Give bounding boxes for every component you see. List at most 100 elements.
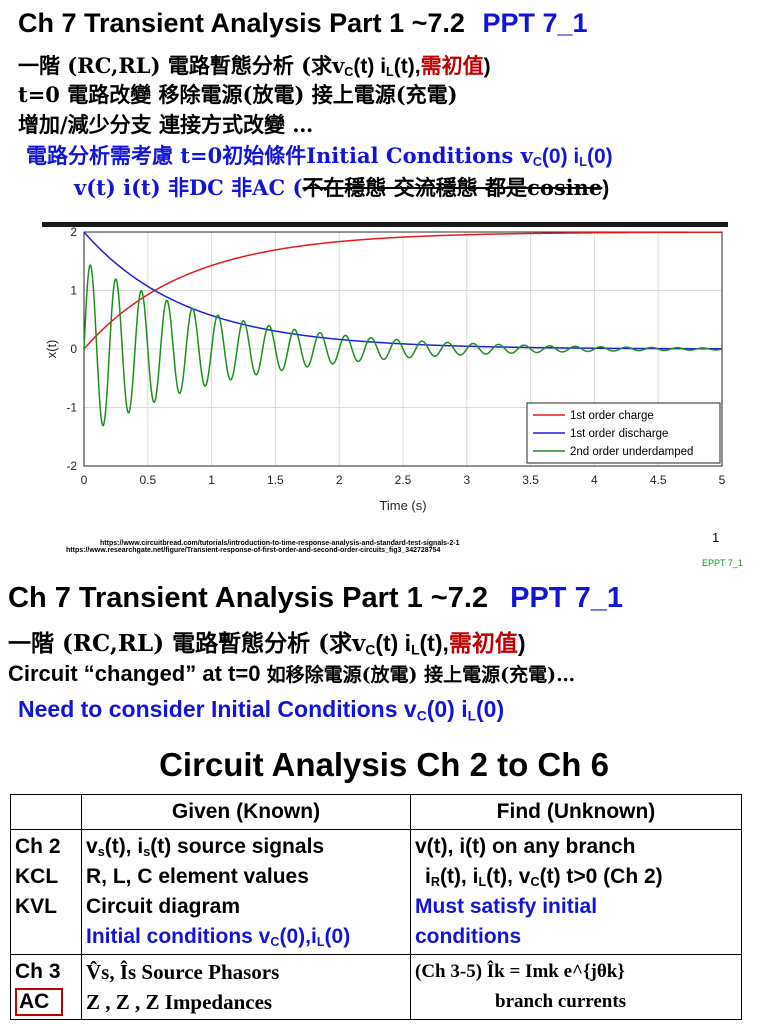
given-sources: vs(t), is(t) source signals <box>86 832 406 862</box>
find-element-signals: iR(t), iL(t), vC(t) t>0 (Ch 2) <box>415 862 737 892</box>
row-ch2-chapter: Ch 2 KCL KVL <box>10 829 82 955</box>
slide2-line-2: Circuit “changed” at t=0 如移除電源(放電) 接上電源(… <box>8 660 575 687</box>
x-tick-label: 4.5 <box>650 473 667 487</box>
slide2-line-1: 一階 (RC,RL) 電路暫態分析 (求vC(t) iL(t),需初值) <box>8 624 526 658</box>
slide1-line5-text: v(t) i(t) 非DC 非AC ( <box>74 175 303 200</box>
subscript: C <box>532 155 542 170</box>
slide1-line4-text-c: (0) <box>586 145 613 168</box>
slide1-line-2: t=0 電路改變 移除電源(放電) 接上電源(充電) <box>18 82 458 107</box>
slide1-line1-text-c: (t), <box>393 55 421 78</box>
row-ch3-given: V̂s, Îs Source Phasors Z , Z , Z Impedan… <box>81 954 411 1020</box>
given-source-phasors: V̂s, Îs Source Phasors <box>86 960 280 984</box>
given-impedances: Z , Z , Z Impedances <box>86 990 273 1014</box>
subscript: C <box>530 875 540 890</box>
x-tick-label: 0 <box>81 473 88 487</box>
slide2-line3-text-c: (0) <box>476 696 505 722</box>
given-elements: R, L, C element values <box>86 865 309 888</box>
text: (0),i <box>279 925 317 948</box>
page-number: 1 <box>712 530 720 545</box>
series-line <box>83 231 722 350</box>
find-conditions: conditions <box>415 925 522 948</box>
find-branch-currents: branch currents <box>495 991 627 1012</box>
legend-label: 1st order discharge <box>570 428 668 440</box>
x-tick-label: 2.5 <box>395 473 412 487</box>
table-row-ch3: Ch 3 AC V̂s, Îs Source Phasors Z , Z , Z… <box>10 954 742 1020</box>
slide1-title: Ch 7 Transient Analysis Part 1 ~7.2 PPT … <box>18 8 588 39</box>
chapter-label: KCL <box>15 865 59 888</box>
subscript: L <box>386 65 394 80</box>
subscript: C <box>270 935 280 950</box>
table-row-ch2: Ch 2 KCL KVL vs(t), is(t) source signals… <box>10 829 742 955</box>
header-given: Given (Known) <box>81 794 411 830</box>
slide1-line5-close: ) <box>602 177 610 200</box>
slide1-line4-text: 電路分析需考慮 t=0初始條件Initial Conditions v <box>26 143 533 168</box>
chapter-label-ac: AC <box>15 988 64 1016</box>
citation-link-2[interactable]: https://www.researchgate.net/figure/Tran… <box>66 547 441 554</box>
slide2-title-text: Ch 7 Transient Analysis Part 1 ~7.2 <box>8 582 489 614</box>
text: (t), v <box>486 865 531 888</box>
slide1-line4-text-b: (0) i <box>541 145 580 168</box>
x-tick-label: 2 <box>336 473 343 487</box>
legend-label: 2nd order underdamped <box>570 446 693 458</box>
x-tick-label: 5 <box>719 473 726 487</box>
subscript: s <box>97 845 105 860</box>
x-tick-label: 4 <box>591 473 598 487</box>
subscript: L <box>467 708 477 724</box>
find-any-branch: v(t), i(t) on any branch <box>415 835 636 858</box>
slide2-ppt-label: PPT 7_1 <box>510 582 623 614</box>
y-tick-label: -2 <box>66 459 77 473</box>
chart-panel: 0 0.5 1 1.5 2 2.5 3 3.5 4 4.5 5 2 1 0 -1 -2 Time (s) x(t)… <box>42 222 728 518</box>
given-diagram: Circuit diagram <box>86 895 241 918</box>
chapter-label: Ch 2 <box>15 835 61 858</box>
x-tick-label: 3.5 <box>522 473 539 487</box>
slide2-line-3: Need to consider Initial Conditions vC(0… <box>18 696 504 723</box>
subscript: s <box>143 845 151 860</box>
series-line <box>83 231 722 350</box>
subscript: C <box>344 65 354 80</box>
slide1-line-5: v(t) i(t) 非DC 非AC (不在穩態 交流穩態 都是cosine) <box>74 172 609 202</box>
slide1-line1-close: ) <box>483 55 491 78</box>
chart-top-rule <box>42 222 728 227</box>
slide2-line1-text-c: (t), <box>419 630 449 656</box>
row-ch2-given: vs(t), is(t) source signals R, L, C elem… <box>81 829 411 955</box>
slide2-line1-text: 一階 (RC,RL) 電路暫態分析 (求v <box>8 630 366 657</box>
subscript: L <box>579 155 587 170</box>
legend-label: 1st order charge <box>570 410 654 422</box>
slide1-line-4: 電路分析需考慮 t=0初始條件Initial Conditions vC(0) … <box>26 140 613 170</box>
slide2-needs-initial: 需初值 <box>448 630 518 657</box>
x-tick-label: 0.5 <box>139 473 156 487</box>
slide1-needs-initial: 需初值 <box>420 53 484 78</box>
slide2-line3-text: Need to consider Initial Conditions v <box>18 696 417 722</box>
slide2-line1-text-b: (t) i <box>375 630 412 656</box>
slide-footer: EPPT 7_1 <box>702 558 743 568</box>
slide2-line3-text-b: (0) i <box>426 696 468 722</box>
y-tick-label: -1 <box>66 401 77 415</box>
text: (0) <box>324 925 351 948</box>
text: (t) source signals <box>150 835 325 858</box>
chapter-label: Ch 3 <box>15 960 61 983</box>
subscript: C <box>416 708 427 724</box>
y-tick-label: 0 <box>70 342 77 356</box>
subscript: L <box>411 642 420 658</box>
x-axis-label: Time (s) <box>379 498 426 513</box>
table-header-row: Given (Known) Find (Unknown) <box>10 794 742 830</box>
citation-link-1[interactable]: https://www.circuitbread.com/tutorials/i… <box>100 540 460 547</box>
slide1-ppt-label: PPT 7_1 <box>482 8 588 38</box>
transient-chart: 0 0.5 1 1.5 2 2.5 3 3.5 4 4.5 5 2 1 0 -1 -2 Time (s) x(t)… <box>44 225 726 513</box>
subscript: L <box>478 875 487 890</box>
slide1-struck-text: 不在穩態 交流穩態 都是cosine <box>302 175 603 200</box>
subscript: R <box>430 875 440 890</box>
given-initial-conditions: Initial conditions vC(0),iL(0) <box>86 922 406 952</box>
series-line <box>83 264 723 427</box>
text: v <box>86 835 98 858</box>
slide1-line1-text-b: (t) i <box>353 55 387 78</box>
text: i <box>425 865 431 888</box>
text: (t), i <box>439 865 479 888</box>
chapter-label: KVL <box>15 895 57 918</box>
text: Initial conditions v <box>86 925 271 948</box>
slide2-title: Ch 7 Transient Analysis Part 1 ~7.2 PPT … <box>8 582 623 615</box>
slide1-line-3: 增加/減少分支 連接方式改變 … <box>18 112 314 137</box>
slide1-line1-text: 一階 (RC,RL) 電路暫態分析 (求v <box>18 53 345 78</box>
x-tick-label: 3 <box>463 473 470 487</box>
table-title: Circuit Analysis Ch 2 to Ch 6 <box>159 746 609 783</box>
